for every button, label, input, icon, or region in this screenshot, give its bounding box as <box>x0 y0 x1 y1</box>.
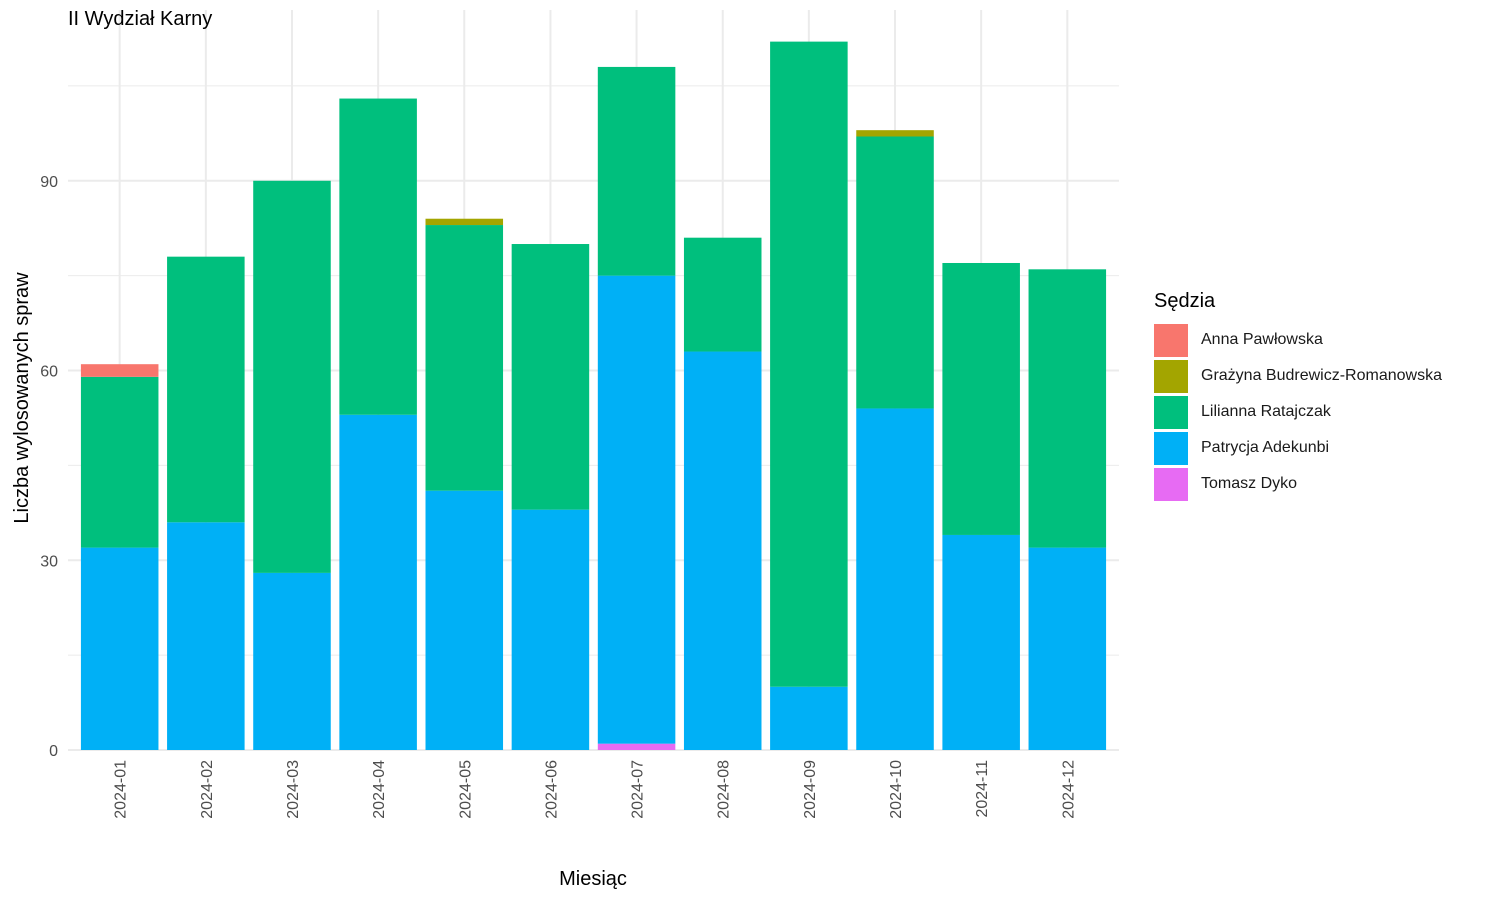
y-tick-label: 90 <box>40 174 58 191</box>
bar-segment <box>770 41 848 687</box>
bar-segment <box>683 351 762 750</box>
bar-segment <box>597 275 676 744</box>
x-tick-label: 2024-04 <box>371 760 388 819</box>
legend-items: Anna Pawłowska Grażyna Budrewicz-Romanows… <box>1154 322 1442 502</box>
legend-swatch <box>1154 395 1188 429</box>
x-tick-label: 2024-08 <box>716 760 733 819</box>
bar-segment <box>425 218 504 226</box>
x-tick-label: 2024-12 <box>1060 760 1077 819</box>
bar-segment <box>1028 547 1107 750</box>
bar-segment <box>942 534 1020 750</box>
x-tick-label: 2024-01 <box>113 760 130 819</box>
legend-label: Anna Pawłowska <box>1201 331 1323 348</box>
legend-label: Patrycja Adekunbi <box>1201 439 1330 456</box>
bar-segment <box>167 522 245 750</box>
bar-segment <box>856 130 934 137</box>
x-tick-label: 2024-06 <box>543 760 560 819</box>
x-tick-label: 2024-11 <box>974 760 991 818</box>
bar-segment <box>167 256 245 523</box>
bar-segment <box>253 572 331 750</box>
bar-segment <box>339 98 417 415</box>
x-axis-ticks: 2024-01 2024-02 2024-03 2024-04 2024-05 2024-… <box>113 760 1078 819</box>
bar-segment <box>770 686 848 750</box>
y-axis-label: Liczba wylosowanych spraw <box>11 272 33 524</box>
legend-swatch <box>1154 359 1188 393</box>
bar-segment <box>425 490 504 750</box>
bar-segment <box>597 66 676 276</box>
legend-swatch <box>1154 431 1188 465</box>
bar-segment <box>856 408 934 750</box>
bar-segment <box>80 364 159 377</box>
legend-item: Tomasz Dyko <box>1154 466 1442 502</box>
legend-title: Sędzia <box>1154 290 1216 312</box>
legend-item: Patrycja Adekunbi <box>1154 430 1442 466</box>
x-axis-label: Miesiąc <box>559 868 627 890</box>
legend-item: Anna Pawłowska <box>1154 322 1442 358</box>
bar-segment <box>683 237 762 352</box>
y-tick-label: 60 <box>40 364 58 381</box>
legend-item: Grażyna Budrewicz-Romanowska <box>1154 358 1442 394</box>
legend: Sędzia Anna Pawłowska Grażyna Budrewicz-R… <box>1154 290 1442 502</box>
x-tick-label: 2024-05 <box>457 760 474 819</box>
x-tick-label: 2024-03 <box>285 760 302 819</box>
bar-segment <box>80 547 159 750</box>
y-tick-label: 30 <box>40 553 58 570</box>
y-tick-label: 0 <box>49 743 58 760</box>
legend-swatch <box>1154 467 1188 501</box>
bar-segment <box>856 136 934 409</box>
bar-segment <box>339 414 417 750</box>
bar-segment <box>511 244 590 510</box>
x-tick-label: 2024-10 <box>888 760 905 819</box>
legend-swatch <box>1154 323 1188 357</box>
legend-label: Tomasz Dyko <box>1201 475 1298 492</box>
x-tick-label: 2024-02 <box>199 760 216 819</box>
bar-segment <box>511 509 590 750</box>
legend-item: Lilianna Ratajczak <box>1154 394 1442 430</box>
y-axis-ticks: 0 30 60 90 <box>40 174 58 760</box>
bar-segment <box>253 180 331 573</box>
x-tick-label: 2024-09 <box>802 760 819 819</box>
legend-label: Lilianna Ratajczak <box>1201 403 1331 420</box>
bar-segment <box>80 376 159 548</box>
bars <box>80 41 1107 750</box>
legend-label: Grażyna Budrewicz-Romanowska <box>1201 367 1442 384</box>
chart-title: II Wydział Karny <box>68 8 213 30</box>
bar-segment <box>597 743 676 750</box>
bar-segment <box>1028 269 1107 548</box>
bar-segment <box>425 225 504 491</box>
x-tick-label: 2024-07 <box>630 760 647 819</box>
bar-segment <box>942 262 1020 535</box>
